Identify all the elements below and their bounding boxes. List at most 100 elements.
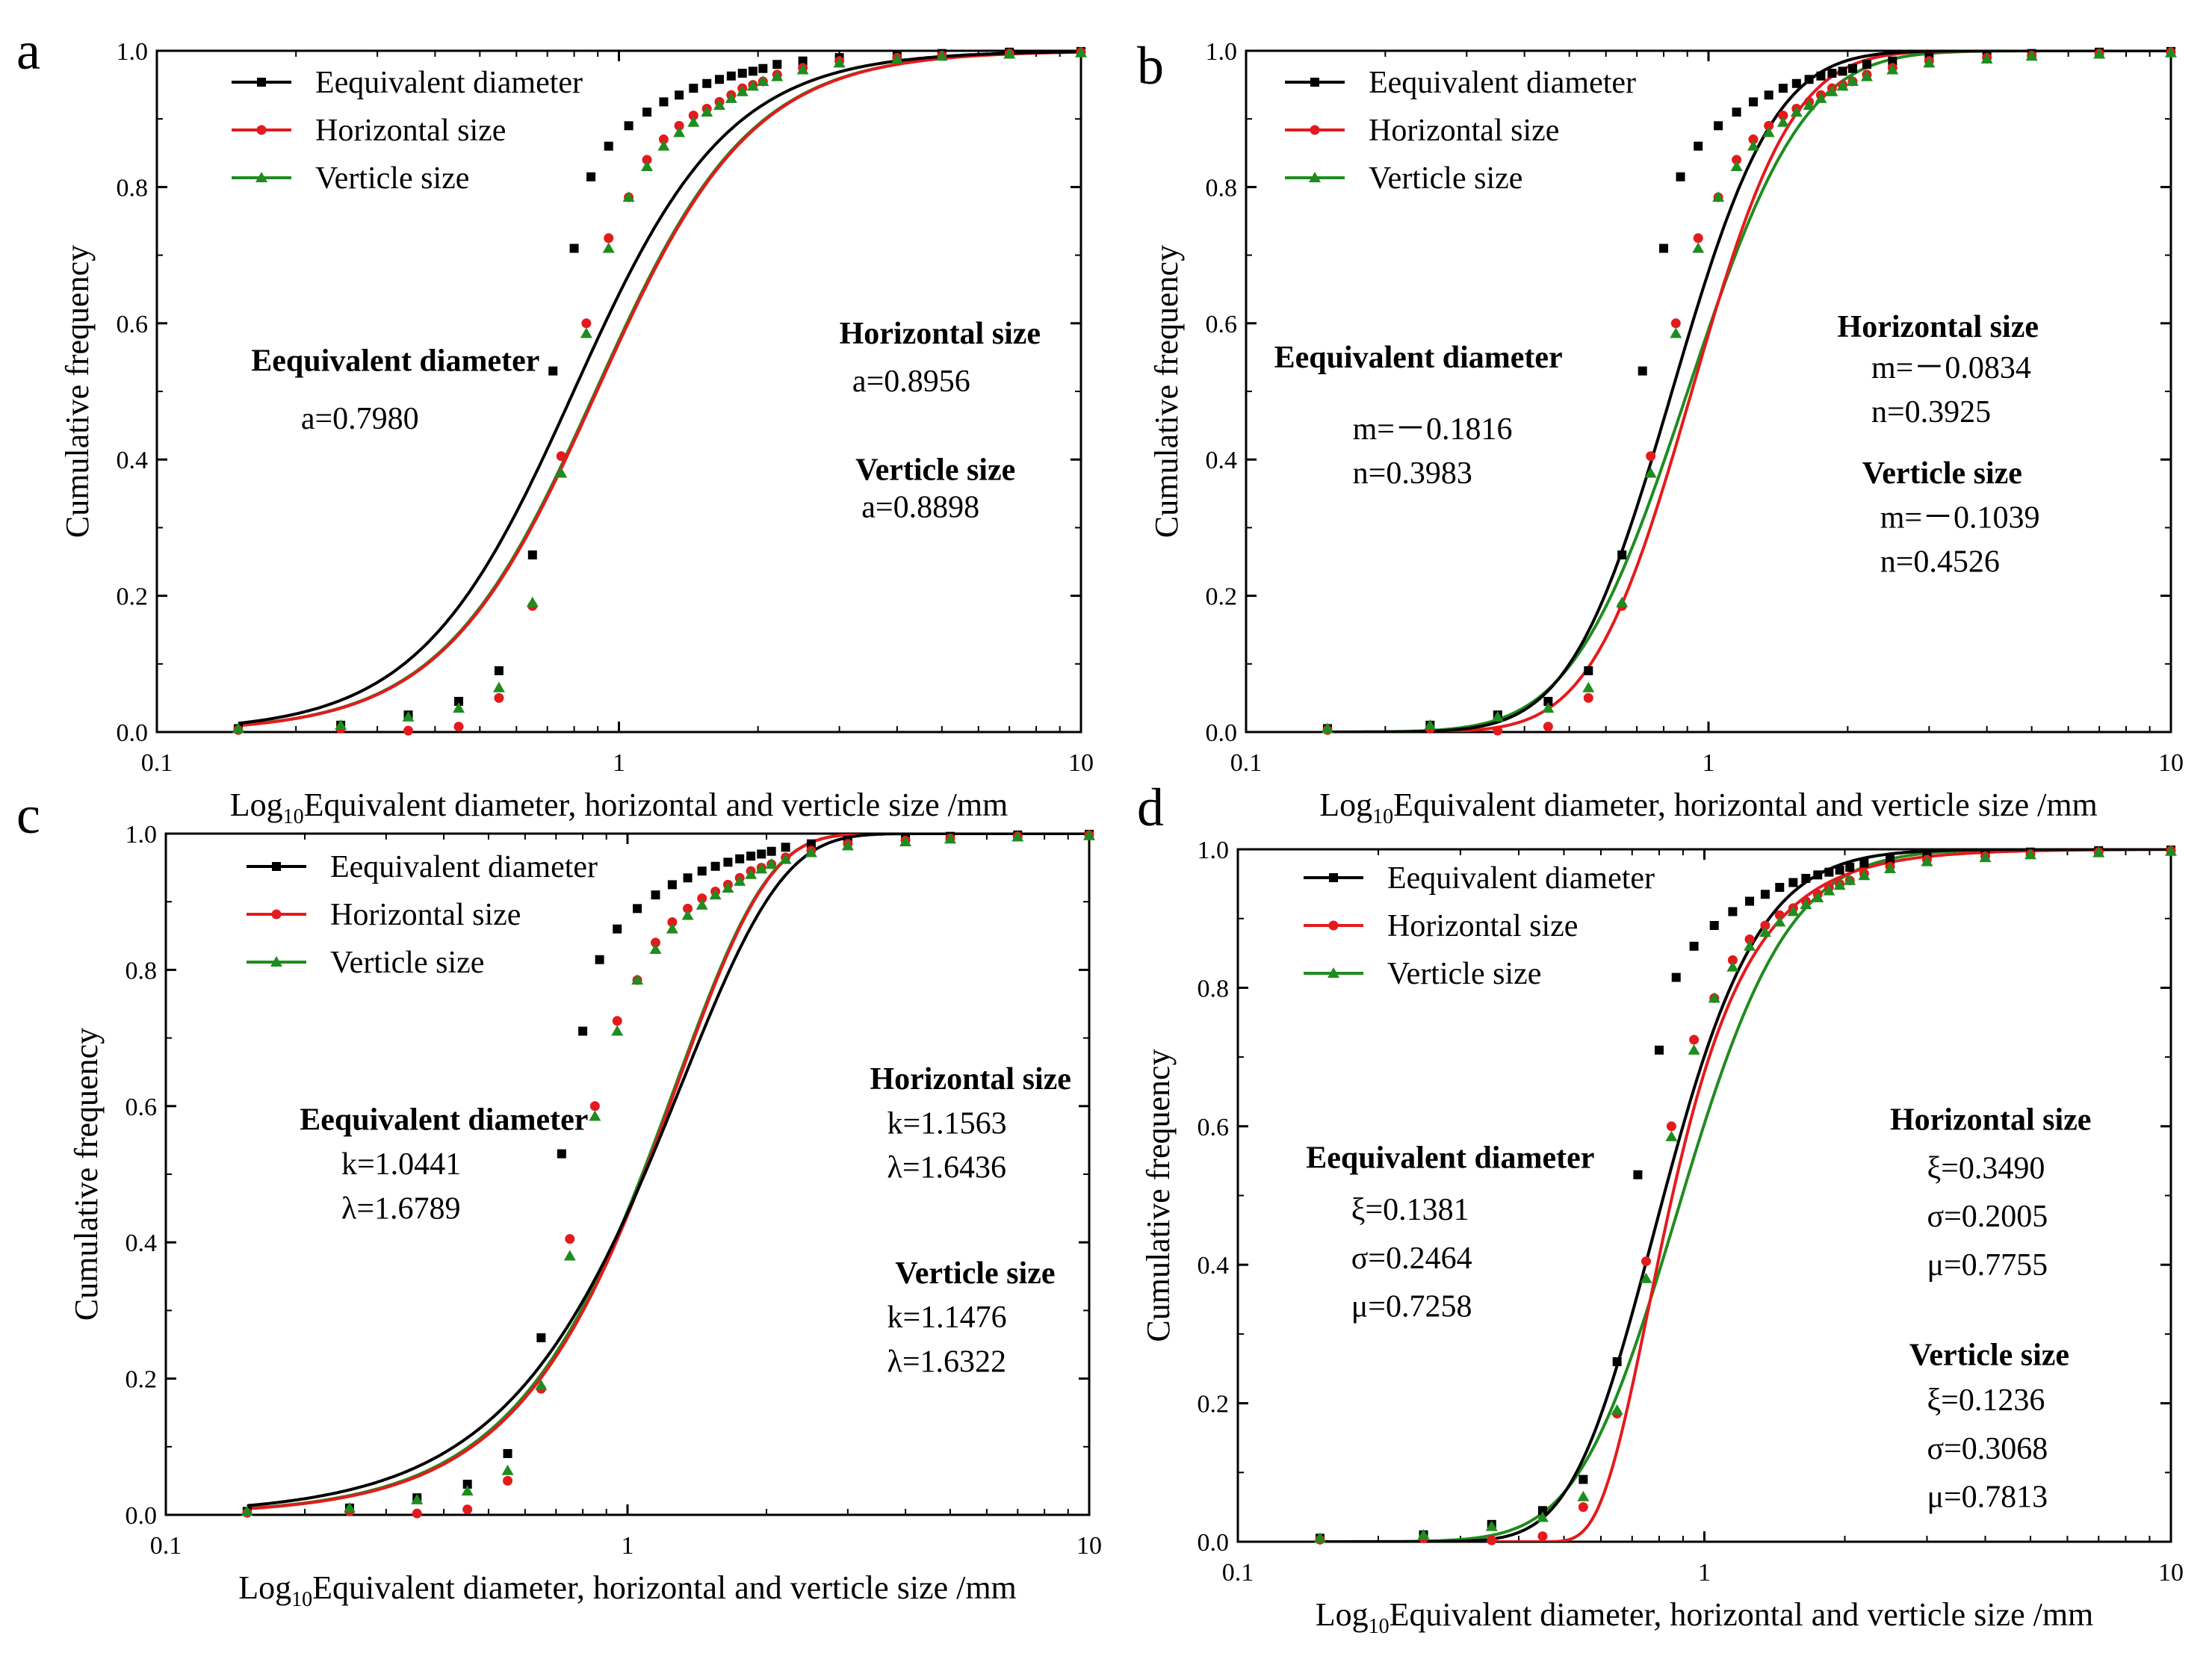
point-verticle bbox=[725, 92, 737, 103]
annotation: a=0.7980 bbox=[301, 402, 419, 436]
point-equivalent bbox=[1543, 696, 1553, 706]
point-equivalent bbox=[710, 861, 720, 871]
point-verticle bbox=[1616, 596, 1629, 607]
point-equivalent bbox=[1801, 873, 1811, 883]
point-verticle bbox=[1644, 467, 1657, 478]
point-equivalent bbox=[798, 56, 808, 66]
x-tick-label: 1 bbox=[1703, 749, 1715, 777]
point-equivalent bbox=[1638, 366, 1647, 376]
y-tick-label: 0.6 bbox=[1206, 311, 1238, 338]
x-axis-label: Log10Equivalent diameter, horizontal and… bbox=[1316, 1596, 2094, 1638]
legend-label: Verticle size bbox=[330, 946, 484, 980]
y-tick-label: 0.2 bbox=[1198, 1391, 1230, 1418]
y-tick-label: 1.0 bbox=[1206, 38, 1238, 66]
point-equivalent bbox=[772, 60, 782, 69]
y-tick-label: 1.0 bbox=[1198, 837, 1230, 864]
point-equivalent bbox=[748, 66, 758, 76]
point-equivalent bbox=[633, 904, 642, 914]
point-equivalent bbox=[536, 1333, 546, 1342]
point-horizontal bbox=[581, 318, 592, 329]
plot-frame bbox=[1245, 49, 2172, 734]
point-equivalent bbox=[757, 849, 766, 859]
point-horizontal bbox=[1764, 120, 1774, 131]
legend-marker bbox=[257, 78, 266, 87]
point-verticle bbox=[736, 85, 749, 96]
y-tick-label: 0.8 bbox=[1198, 975, 1230, 1002]
x-tick-label: 0.1 bbox=[150, 1532, 182, 1560]
legend-label: Eequivalent diameter bbox=[1387, 861, 1655, 896]
point-equivalent bbox=[1778, 84, 1788, 93]
point-verticle bbox=[1747, 140, 1759, 151]
panel-label: d bbox=[1137, 778, 1164, 837]
annotation: Verticle size bbox=[1862, 456, 2022, 491]
x-tick-label: 1 bbox=[622, 1532, 634, 1560]
point-verticle bbox=[555, 467, 568, 478]
legend-marker bbox=[255, 172, 267, 182]
point-verticle bbox=[1692, 242, 1705, 253]
annotation: λ=1.6789 bbox=[341, 1191, 461, 1226]
point-equivalent bbox=[735, 854, 745, 863]
point-verticle bbox=[1744, 940, 1756, 951]
point-equivalent bbox=[1845, 863, 1855, 872]
point-verticle bbox=[2165, 845, 2177, 856]
point-verticle bbox=[1670, 327, 1682, 338]
point-verticle bbox=[757, 75, 769, 87]
point-equivalent bbox=[503, 1448, 512, 1458]
point-verticle bbox=[701, 106, 713, 117]
fit-curve-equivalent bbox=[1327, 51, 2171, 732]
point-equivalent bbox=[667, 880, 677, 890]
panel-d: d 0.0 0.2 0.4 0.6 0.8 1.0 0.1 1 10 Log10Equivalen… bbox=[1137, 778, 2184, 1638]
annotation: σ=0.3068 bbox=[1927, 1432, 2048, 1466]
point-horizontal bbox=[1748, 134, 1759, 145]
point-verticle bbox=[1790, 106, 1803, 117]
point-horizontal bbox=[556, 451, 566, 462]
point-verticle bbox=[1491, 710, 1504, 722]
legend-label: Horizontal size bbox=[330, 898, 521, 932]
point-equivalent bbox=[1617, 550, 1627, 559]
y-axis-label: Cumulative frequency bbox=[1140, 1049, 1177, 1342]
point-verticle bbox=[232, 722, 244, 734]
x-tick-label: 1 bbox=[613, 749, 625, 777]
x-tick-label: 10 bbox=[1076, 1532, 1102, 1560]
legend-label: Verticle size bbox=[1369, 161, 1522, 196]
legend-marker bbox=[1328, 920, 1339, 931]
annotation: a=0.8898 bbox=[861, 491, 979, 525]
point-verticle bbox=[745, 868, 758, 879]
x-tick-label: 0.1 bbox=[141, 749, 173, 777]
annotation: Verticle size bbox=[895, 1256, 1055, 1291]
point-verticle bbox=[935, 50, 948, 61]
x-axis-label: Log10Equivalent diameter, horizontal and… bbox=[238, 1569, 1017, 1611]
y-axis-label: Cumulative frequency bbox=[68, 1028, 105, 1321]
point-equivalent bbox=[1728, 907, 1738, 917]
y-tick-label: 0.4 bbox=[126, 1230, 158, 1257]
point-horizontal bbox=[674, 120, 684, 131]
point-equivalent bbox=[1788, 878, 1798, 887]
point-equivalent bbox=[527, 550, 537, 559]
point-verticle bbox=[1860, 70, 1873, 81]
point-verticle bbox=[1536, 1511, 1549, 1522]
point-verticle bbox=[1640, 1272, 1652, 1283]
point-verticle bbox=[1979, 852, 1992, 863]
y-tick-label: 0.0 bbox=[117, 719, 149, 747]
point-verticle bbox=[1803, 99, 1815, 110]
point-equivalent bbox=[1775, 882, 1785, 892]
point-verticle bbox=[2025, 50, 2038, 61]
annotation: μ=0.7755 bbox=[1927, 1248, 2048, 1283]
point-equivalent bbox=[1813, 870, 1823, 880]
panel-label: c bbox=[16, 785, 40, 845]
y-tick-label: 0.0 bbox=[1206, 719, 1238, 747]
point-verticle bbox=[641, 161, 654, 172]
annotation: ξ=0.1381 bbox=[1351, 1193, 1469, 1227]
point-equivalent bbox=[1748, 97, 1758, 107]
point-verticle bbox=[681, 909, 694, 920]
point-verticle bbox=[1726, 961, 1739, 972]
point-verticle bbox=[1980, 52, 1993, 63]
point-verticle bbox=[833, 57, 846, 68]
point-verticle bbox=[2093, 48, 2106, 59]
y-tick-label: 1.0 bbox=[126, 821, 158, 849]
point-horizontal bbox=[1666, 1121, 1676, 1132]
legend-label: Eequivalent diameter bbox=[1369, 66, 1636, 100]
point-verticle bbox=[2092, 846, 2105, 858]
point-verticle bbox=[526, 596, 539, 607]
annotation: ξ=0.1236 bbox=[1927, 1383, 2045, 1418]
